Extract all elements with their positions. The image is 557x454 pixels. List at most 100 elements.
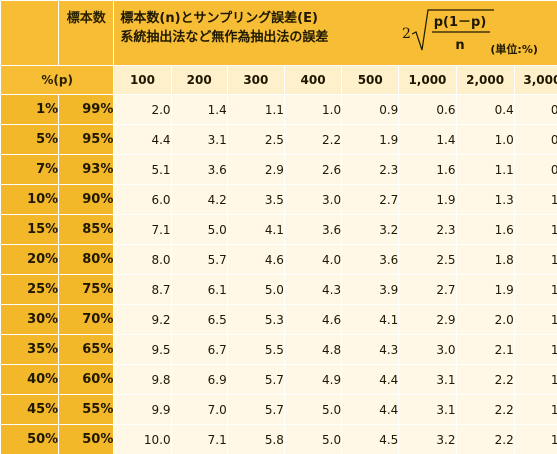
error-value-cell: 2.9 — [398, 304, 457, 335]
n-header-cell: 1,000 — [398, 65, 457, 95]
error-value-cell: 5.8 — [226, 424, 285, 454]
error-value-cell: 4.6 — [283, 304, 343, 335]
error-value-cell: 7.0 — [170, 394, 228, 425]
error-value-cell: 8.0 — [113, 244, 172, 275]
error-value-cell: 1.9 — [398, 184, 457, 215]
table-row: 40%60%9.86.95.74.94.43.12.21.8 — [0, 364, 557, 395]
complement-value-cell: 80% — [58, 244, 115, 275]
table-row: 35%65%9.56.75.54.84.33.02.11.7 — [0, 334, 557, 365]
error-value-cell: 5.7 — [170, 244, 228, 275]
error-value-cell: 1.6 — [455, 214, 515, 245]
corner-top-left — [0, 0, 60, 66]
error-value-cell: 1.1 — [513, 184, 557, 215]
error-value-cell: 4.4 — [341, 364, 400, 395]
error-value-cell: 3.0 — [283, 184, 343, 215]
table-row: 45%55%9.97.05.75.04.43.12.21.8 — [0, 394, 557, 425]
error-value-cell: 1.3 — [513, 214, 557, 245]
error-value-cell: 3.1 — [398, 394, 457, 425]
complement-value-cell: 75% — [58, 274, 115, 305]
error-value-cell: 3.0 — [398, 334, 457, 365]
error-value-cell: 1.8 — [455, 244, 515, 275]
p-value-cell: 25% — [0, 274, 60, 305]
error-value-cell: 6.5 — [170, 304, 228, 335]
table-row: 30%70%9.26.55.34.64.12.92.01.7 — [0, 304, 557, 335]
p-value-cell: 20% — [0, 244, 60, 275]
error-value-cell: 1.8 — [513, 394, 557, 425]
error-value-cell: 2.6 — [283, 154, 343, 185]
error-value-cell: 2.2 — [455, 424, 515, 454]
error-value-cell: 4.1 — [341, 304, 400, 335]
error-value-cell: 5.7 — [226, 364, 285, 395]
error-value-cell: 1.5 — [513, 244, 557, 275]
n-header-cell: 300 — [226, 65, 285, 95]
n-header-cell: 100 — [113, 65, 172, 95]
p-value-cell: 15% — [0, 214, 60, 245]
error-value-cell: 2.5 — [226, 124, 285, 155]
error-value-cell: 2.2 — [455, 364, 515, 395]
error-value-cell: 0.6 — [398, 94, 457, 125]
table-row: 7%93%5.13.62.92.62.31.61.10.9 — [0, 154, 557, 185]
error-value-cell: 7.1 — [170, 424, 228, 454]
formula-numerator: p(1－p) — [434, 15, 487, 30]
error-value-cell: 2.5 — [398, 244, 457, 275]
table-body: 1%99%2.01.41.11.00.90.60.40.45%95%4.43.1… — [0, 94, 557, 454]
error-value-cell: 1.1 — [226, 94, 285, 125]
error-value-cell: 3.1 — [398, 364, 457, 395]
error-value-cell: 6.9 — [170, 364, 228, 395]
error-value-cell: 9.2 — [113, 304, 172, 335]
p-column-label: %(p) — [0, 65, 115, 95]
table-title-line1: 標本数(n)とサンプリング誤差(E) — [120, 11, 318, 26]
error-value-cell: 1.7 — [513, 334, 557, 365]
error-value-cell: 8.7 — [113, 274, 172, 305]
error-value-cell: 4.8 — [283, 334, 343, 365]
p-value-cell: 50% — [0, 424, 60, 454]
error-value-cell: 0.4 — [455, 94, 515, 125]
table-row: 20%80%8.05.74.64.03.62.51.81.5 — [0, 244, 557, 275]
error-value-cell: 2.2 — [283, 124, 343, 155]
p-value-cell: 7% — [0, 154, 60, 185]
error-value-cell: 3.2 — [341, 214, 400, 245]
error-value-cell: 1.0 — [283, 94, 343, 125]
error-value-cell: 6.7 — [170, 334, 228, 365]
p-value-cell: 1% — [0, 94, 60, 125]
error-value-cell: 4.5 — [341, 424, 400, 454]
error-value-cell: 1.6 — [513, 274, 557, 305]
error-value-cell: 2.3 — [341, 154, 400, 185]
error-value-cell: 5.7 — [226, 394, 285, 425]
error-value-cell: 6.0 — [113, 184, 172, 215]
error-value-cell: 4.4 — [113, 124, 172, 155]
radical-sign — [412, 9, 495, 51]
p-value-cell: 5% — [0, 124, 60, 155]
error-value-cell: 0.8 — [513, 124, 557, 155]
error-value-cell: 1.6 — [398, 154, 457, 185]
n-header-cell: 500 — [341, 65, 400, 95]
error-value-cell: 5.0 — [226, 274, 285, 305]
error-value-cell: 1.8 — [513, 424, 557, 454]
sample-count-label: 標本数 — [58, 0, 115, 66]
n-header-cell: 200 — [170, 65, 228, 95]
p-value-cell: 10% — [0, 184, 60, 215]
complement-value-cell: 93% — [58, 154, 115, 185]
complement-value-cell: 65% — [58, 334, 115, 365]
error-value-cell: 1.0 — [455, 124, 515, 155]
error-value-cell: 4.6 — [226, 244, 285, 275]
error-value-cell: 5.0 — [170, 214, 228, 245]
complement-value-cell: 99% — [58, 94, 115, 125]
error-value-cell: 4.3 — [341, 334, 400, 365]
error-value-cell: 9.8 — [113, 364, 172, 395]
error-value-cell: 3.2 — [398, 424, 457, 454]
error-value-cell: 1.4 — [398, 124, 457, 155]
error-value-cell: 2.1 — [455, 334, 515, 365]
error-value-cell: 1.7 — [513, 304, 557, 335]
error-value-cell: 0.9 — [513, 154, 557, 185]
error-value-cell: 5.3 — [226, 304, 285, 335]
error-value-cell: 4.2 — [170, 184, 228, 215]
p-value-cell: 40% — [0, 364, 60, 395]
error-value-cell: 4.1 — [226, 214, 285, 245]
error-value-cell: 6.1 — [170, 274, 228, 305]
error-value-cell: 9.5 — [113, 334, 172, 365]
error-value-cell: 9.9 — [113, 394, 172, 425]
error-value-cell: 0.9 — [341, 94, 400, 125]
